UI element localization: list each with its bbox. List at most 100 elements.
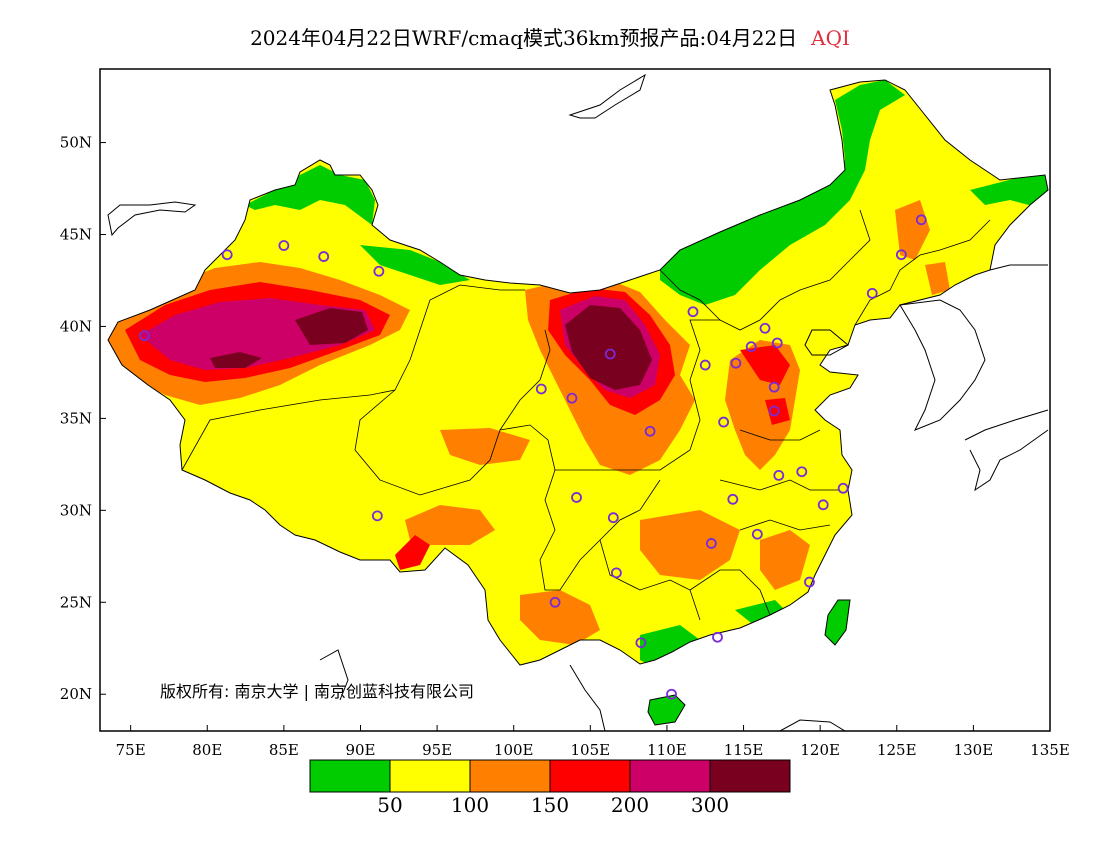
aqi-band-150-jiangxi	[760, 530, 810, 590]
legend-swatch	[549, 759, 631, 793]
station-marker	[635, 637, 647, 649]
x-tick-label: 90E	[345, 741, 375, 759]
station-marker	[699, 359, 711, 371]
hainan-island	[647, 694, 686, 726]
taiwan-island	[824, 599, 851, 646]
station-marker	[549, 596, 561, 608]
aqi-band-150-liaoning	[925, 262, 950, 295]
aqi-band-50-guangdong	[735, 600, 790, 630]
aqi-band-max-taklamakan	[295, 308, 368, 345]
y-tick-label: 20N	[60, 685, 92, 703]
station-marker	[727, 493, 739, 505]
station-marker	[535, 383, 547, 395]
station-marker	[571, 492, 582, 503]
y-tick-label: 50N	[60, 134, 92, 152]
y-tick-label: 25N	[60, 593, 92, 611]
legend-swatch	[469, 759, 551, 793]
station-marker	[566, 392, 578, 404]
station-marker	[796, 466, 808, 478]
aqi-band-200-beijing	[740, 345, 790, 385]
station-marker	[915, 214, 927, 226]
station-marker	[837, 482, 849, 494]
aqi-band-max-hotan	[210, 352, 262, 368]
legend-label: 200	[611, 793, 649, 817]
station-marker	[687, 306, 699, 318]
station-marker	[221, 249, 233, 261]
plot-frame	[99, 68, 1051, 732]
legend-label: 150	[531, 793, 569, 817]
neighbor-coastlines	[107, 73, 1049, 731]
legend-swatch	[629, 759, 711, 793]
aqi-band-150-hunan	[640, 510, 740, 580]
legend-swatch	[709, 759, 791, 793]
aqi-band-50-altai	[245, 165, 375, 225]
station-marker	[712, 631, 723, 643]
copyright-text: 版权所有: 南京大学 | 南京创蓝科技有限公司	[160, 682, 474, 701]
y-tick-label: 40N	[60, 317, 92, 335]
x-tick-label: 95E	[422, 741, 452, 759]
title-text: 2024年04月22日WRF/cmaq模式36km预报产品:04月22日	[250, 26, 798, 50]
aqi-band-150-tibet-south	[405, 505, 495, 545]
station-marker	[804, 576, 815, 588]
legend-label: 100	[451, 793, 489, 817]
aqi-band-50-northeast	[660, 80, 905, 305]
y-tick-label: 45N	[60, 226, 92, 244]
x-tick-label: 85E	[269, 741, 299, 759]
station-marker	[895, 249, 907, 261]
x-tick-label: 120E	[800, 741, 840, 759]
station-marker	[371, 510, 383, 522]
station-marker	[768, 381, 780, 393]
x-tick-label: 75E	[116, 741, 146, 759]
legend-label: 50	[377, 793, 402, 817]
legend-swatch	[389, 759, 471, 793]
x-tick-label: 115E	[724, 741, 764, 759]
legend-label: 300	[691, 793, 729, 817]
station-marker	[705, 538, 717, 549]
aqi-band-50-tianshan	[360, 245, 470, 285]
aqi-band-200-shandong	[765, 398, 790, 425]
y-tick-label: 35N	[60, 409, 92, 427]
station-marker	[773, 469, 785, 481]
title-variable: AQI	[811, 26, 850, 50]
station-marker	[610, 567, 622, 579]
y-axis: 20N 25N 30N 35N 40N 45N 50N	[60, 134, 106, 703]
country-boundary	[107, 79, 1049, 666]
aqi-field	[107, 73, 1049, 731]
station-marker	[318, 251, 330, 262]
station-marker	[768, 405, 780, 417]
x-tick-label: 80E	[192, 741, 222, 759]
aqi-band-150-yunnan	[520, 590, 600, 645]
x-tick-label: 105E	[571, 741, 611, 759]
x-tick-label: 130E	[954, 741, 994, 759]
station-marker	[866, 287, 878, 299]
aqi-band-150-qinghai	[440, 428, 530, 465]
station-marker	[373, 265, 385, 277]
station-marker	[607, 512, 619, 524]
station-markers	[139, 214, 927, 700]
color-legend: 50 100 150 200 300	[309, 759, 791, 817]
legend-swatch	[309, 759, 391, 793]
station-marker	[666, 688, 677, 700]
station-marker	[139, 330, 150, 342]
x-tick-label: 100E	[494, 741, 534, 759]
x-axis: 75E 80E 85E 90E 95E 100E 105E 110E 115E 120E 125E 1…	[116, 725, 1070, 759]
station-marker	[817, 499, 829, 511]
station-marker	[278, 240, 290, 251]
aqi-band-max-ordos	[565, 305, 652, 390]
aqi-band-200-tibet	[395, 535, 430, 570]
station-marker	[604, 348, 616, 360]
map-title: 2024年04月22日WRF/cmaq模式36km预报产品:04月22日 AQI	[0, 22, 1100, 51]
station-marker	[771, 337, 783, 349]
station-marker	[644, 425, 656, 437]
station-marker	[751, 528, 763, 540]
aqi-band-50-east-edge	[970, 170, 1048, 210]
station-marker	[718, 416, 730, 428]
x-tick-label: 135E	[1030, 741, 1070, 759]
x-tick-label: 110E	[647, 741, 687, 759]
aqi-band-50-south	[640, 625, 700, 665]
y-tick-label: 30N	[60, 501, 92, 519]
station-marker	[730, 357, 742, 369]
station-marker	[759, 322, 771, 334]
x-tick-label: 125E	[877, 741, 917, 759]
